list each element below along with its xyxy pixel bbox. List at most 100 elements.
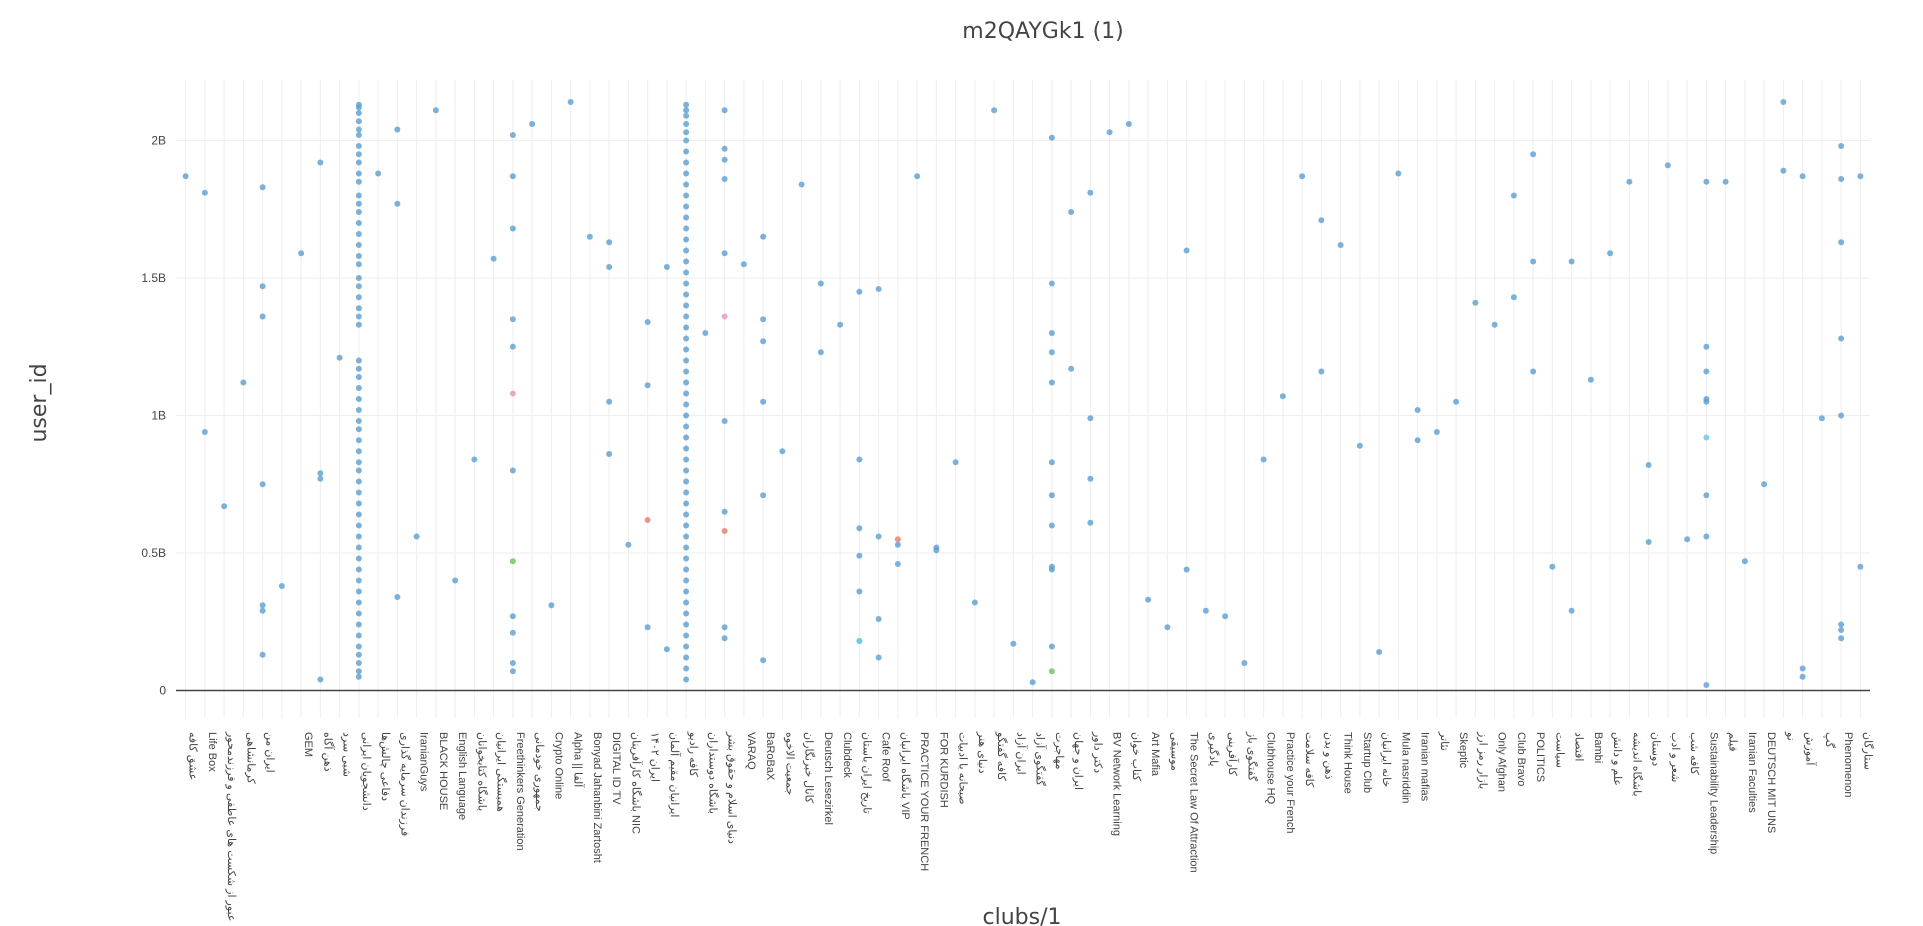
data-point[interactable] <box>355 566 362 573</box>
data-point[interactable] <box>490 255 497 262</box>
data-point[interactable] <box>606 264 613 270</box>
data-point[interactable] <box>1048 330 1055 336</box>
data-point[interactable] <box>683 101 690 108</box>
data-point[interactable] <box>278 583 285 589</box>
data-point[interactable] <box>336 354 343 361</box>
data-point[interactable] <box>259 607 266 614</box>
data-point[interactable] <box>683 346 690 353</box>
data-point[interactable] <box>221 503 228 510</box>
data-point[interactable] <box>683 423 690 430</box>
data-point[interactable] <box>355 407 362 413</box>
data-point[interactable] <box>683 533 690 540</box>
data-point[interactable] <box>894 541 901 548</box>
data-point[interactable] <box>1068 365 1075 372</box>
data-point[interactable] <box>1703 398 1710 405</box>
data-point[interactable] <box>201 429 208 435</box>
data-point[interactable] <box>683 654 690 661</box>
data-point[interactable] <box>1048 643 1055 650</box>
data-point[interactable] <box>914 173 921 180</box>
data-point[interactable] <box>606 451 613 457</box>
data-point[interactable] <box>683 357 690 364</box>
data-point[interactable] <box>394 200 401 207</box>
data-point[interactable] <box>1029 679 1036 686</box>
data-point[interactable] <box>721 156 728 163</box>
data-point[interactable] <box>1549 563 1556 570</box>
data-point[interactable] <box>683 610 690 617</box>
data-point[interactable] <box>683 107 690 114</box>
data-point[interactable] <box>1414 407 1421 413</box>
data-point[interactable] <box>875 616 882 622</box>
data-point[interactable] <box>355 588 362 595</box>
data-point[interactable] <box>1048 566 1055 573</box>
data-point[interactable] <box>548 602 555 609</box>
data-point[interactable] <box>760 338 767 345</box>
data-point[interactable] <box>355 365 362 372</box>
data-point[interactable] <box>413 533 420 540</box>
data-point[interactable] <box>259 651 266 658</box>
data-point[interactable] <box>355 651 362 658</box>
data-point[interactable] <box>1183 247 1190 254</box>
data-point[interactable] <box>355 555 362 562</box>
data-point[interactable] <box>355 437 362 444</box>
data-point[interactable] <box>509 132 516 138</box>
data-point[interactable] <box>683 478 690 485</box>
data-point-highlight[interactable] <box>721 313 728 320</box>
data-point[interactable] <box>355 500 362 507</box>
data-point[interactable] <box>509 629 516 636</box>
data-point[interactable] <box>355 385 362 391</box>
data-point-highlight[interactable] <box>1703 434 1710 441</box>
data-point[interactable] <box>875 533 882 540</box>
data-point[interactable] <box>606 398 613 405</box>
data-point[interactable] <box>663 264 670 270</box>
data-point[interactable] <box>683 302 690 309</box>
data-point[interactable] <box>1145 596 1152 603</box>
data-point[interactable] <box>259 313 266 320</box>
data-point[interactable] <box>586 233 593 240</box>
data-point[interactable] <box>971 599 978 606</box>
data-point[interactable] <box>875 654 882 661</box>
data-point[interactable] <box>683 379 690 386</box>
data-point[interactable] <box>355 522 362 529</box>
data-point[interactable] <box>683 137 690 144</box>
data-point[interactable] <box>394 126 401 133</box>
data-point[interactable] <box>471 456 478 463</box>
data-point[interactable] <box>355 426 362 433</box>
data-point[interactable] <box>683 324 690 331</box>
data-point[interactable] <box>625 541 632 548</box>
data-point[interactable] <box>1241 660 1248 666</box>
data-point[interactable] <box>1010 640 1017 647</box>
data-point[interactable] <box>683 412 690 419</box>
data-point[interactable] <box>355 242 362 248</box>
data-point[interactable] <box>317 159 324 166</box>
data-point[interactable] <box>683 511 690 518</box>
data-point[interactable] <box>1703 533 1710 540</box>
data-point[interactable] <box>817 280 824 287</box>
data-point[interactable] <box>1838 176 1845 182</box>
data-point[interactable] <box>355 200 362 207</box>
data-point[interactable] <box>1799 665 1806 672</box>
data-point[interactable] <box>1703 343 1710 350</box>
data-point[interactable] <box>1722 178 1729 185</box>
data-point[interactable] <box>240 379 247 386</box>
data-point[interactable] <box>355 577 362 584</box>
data-point[interactable] <box>355 660 362 666</box>
data-point[interactable] <box>355 374 362 380</box>
data-point[interactable] <box>875 286 882 292</box>
data-point[interactable] <box>683 445 690 452</box>
data-point[interactable] <box>1183 566 1190 573</box>
data-point[interactable] <box>1125 121 1132 127</box>
data-point[interactable] <box>355 673 362 680</box>
data-point[interactable] <box>298 250 305 257</box>
data-point[interactable] <box>355 668 362 675</box>
data-point[interactable] <box>1568 258 1575 265</box>
data-point[interactable] <box>683 280 690 287</box>
data-point[interactable] <box>991 107 998 114</box>
data-point[interactable] <box>952 459 959 466</box>
data-point[interactable] <box>1703 492 1710 499</box>
data-point[interactable] <box>1222 613 1229 620</box>
data-point[interactable] <box>1048 492 1055 499</box>
data-point[interactable] <box>683 676 690 683</box>
data-point[interactable] <box>509 613 516 620</box>
data-point[interactable] <box>1337 242 1344 248</box>
data-point[interactable] <box>259 602 266 609</box>
